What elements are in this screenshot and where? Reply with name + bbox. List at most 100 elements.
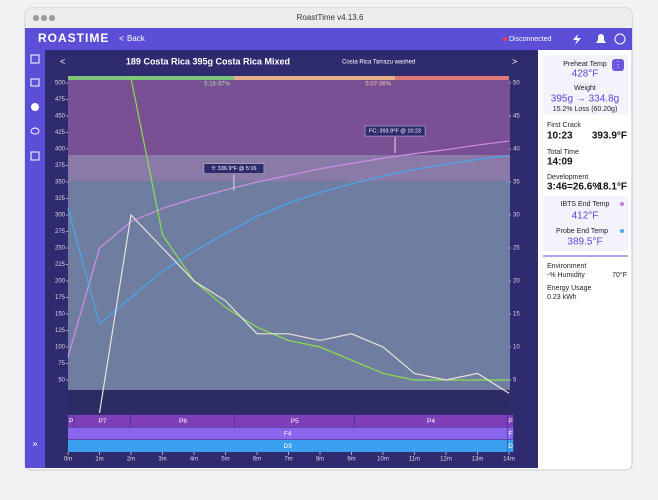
title-bar: [25, 8, 632, 28]
y-tick-label: 275: [55, 229, 66, 235]
y-tick-label: 350: [55, 180, 66, 186]
menu-button[interactable]: [612, 59, 624, 71]
y-tick-label: 325: [55, 196, 66, 202]
x-tick-label: 14m: [503, 457, 515, 463]
y-tick-label: 375: [55, 163, 66, 169]
energy-label: Energy Usage: [547, 285, 591, 292]
first-crack-temp: 393.9°F: [592, 131, 627, 142]
x-tick-label: 8m: [316, 457, 324, 463]
back-chevron[interactable]: <: [119, 33, 124, 43]
zoom-button[interactable]: [49, 15, 55, 21]
window-title: RoastTime v4.13.6: [297, 13, 364, 22]
y-tick-label: 250: [55, 246, 66, 252]
series-line: [98, 213, 510, 414]
y2-tick-label: 10: [513, 345, 520, 351]
close-button[interactable]: [33, 15, 39, 21]
nav-beans[interactable]: [30, 127, 40, 135]
y-tick-label: 200: [55, 279, 66, 285]
y-tick-label: 475: [55, 97, 66, 103]
power-icon[interactable]: [573, 34, 581, 45]
probe-dot: [620, 229, 624, 233]
next-roast[interactable]: >: [512, 56, 517, 66]
zone-mid: [68, 155, 510, 181]
first-crack-time: 10:23: [547, 131, 573, 142]
x-tick-label: 3m: [158, 457, 166, 463]
nav-roaster[interactable]: [30, 78, 40, 87]
profile-segment: [507, 415, 514, 427]
x-tick-label: 6m: [253, 457, 261, 463]
x-tick-label: 10m: [377, 457, 389, 463]
y-tick-label: 225: [55, 262, 66, 268]
zone-base: [68, 390, 510, 413]
weight-loss: 15.2% Loss (60.20g): [553, 106, 618, 113]
annotation-box: [364, 125, 426, 137]
probe-value: 389.5°F: [567, 237, 602, 248]
profile-label: P4: [427, 418, 435, 425]
y-tick-label: 300: [55, 213, 66, 219]
profile-segment: [131, 415, 235, 427]
zone-high: [68, 80, 510, 155]
x-tick-label: 12m: [440, 457, 452, 463]
nav-profiles[interactable]: [31, 103, 39, 111]
annotation: Y: 336.9°F @ 5:16: [211, 166, 256, 172]
x-tick-label: 5m: [221, 457, 229, 463]
y-tick-label: 425: [55, 130, 66, 136]
profile-label: P6: [179, 418, 187, 425]
profile-label: P5: [291, 418, 299, 425]
x-tick-label: 1m: [95, 457, 103, 463]
profile-segment: [74, 415, 131, 427]
status-dot: [503, 37, 507, 41]
prev-roast[interactable]: <: [60, 56, 65, 66]
stats-panel: [545, 50, 630, 468]
logo: ROASTIME: [38, 31, 109, 45]
preheat-card: [543, 55, 628, 115]
x-tick-label: 9m: [347, 457, 355, 463]
y-tick-label: 100: [55, 345, 66, 351]
menu-icon[interactable]: ⋮: [614, 60, 622, 69]
end-temps-card: [543, 196, 628, 251]
preheat-value: 428°F: [572, 69, 599, 80]
back-button[interactable]: Back: [127, 34, 146, 43]
profile-segment: [507, 440, 514, 452]
profile-label: D: [508, 443, 513, 450]
ibts-label: IBTS End Temp: [561, 201, 610, 208]
y2-tick-label: 30: [513, 213, 520, 219]
development-label: Development: [547, 174, 588, 181]
humidity: -% Humidity: [547, 272, 585, 279]
x-tick-label: 7m: [284, 457, 292, 463]
series-line: [67, 140, 510, 358]
zone-low: [68, 181, 510, 390]
environment-label: Environment: [547, 263, 586, 270]
phase-label: 5:07-36%: [365, 82, 391, 88]
development-delta: 18.1°F: [597, 182, 627, 193]
status: Disconnected: [509, 36, 552, 43]
profile-label: D9: [284, 443, 293, 450]
y-tick-label: 150: [55, 312, 66, 318]
minimize-button[interactable]: [41, 15, 47, 21]
total-time-label: Total Time: [547, 149, 579, 156]
series-line: [67, 155, 510, 325]
nav-calendar[interactable]: [30, 151, 40, 161]
profile-label: P: [508, 418, 512, 425]
notifications-icon[interactable]: [596, 34, 606, 43]
expand-sidebar[interactable]: »: [32, 438, 37, 448]
profile-segment: [68, 427, 507, 440]
annotation-box: [203, 163, 265, 174]
chart-subtitle: Costa Rica Tarrazu washed: [342, 60, 415, 66]
y2-tick-label: 45: [513, 114, 520, 120]
phase-maillard: [233, 76, 396, 80]
weight-value: 395g → 334.8g: [551, 94, 619, 105]
y-tick-label: 450: [55, 114, 66, 120]
y-tick-label: 50: [58, 378, 65, 384]
y2-tick-label: 50: [513, 81, 520, 87]
profile-segment: [68, 440, 507, 452]
account-icon[interactable]: [614, 33, 626, 45]
probe-label: Probe End Temp: [556, 228, 608, 235]
phase-label: 5:16-37%: [204, 82, 230, 88]
annotation: FC: 393.9°F @ 10:23: [369, 128, 421, 134]
x-tick-label: 13m: [472, 457, 484, 463]
y-tick-label: 175: [55, 295, 66, 301]
nav-dashboard[interactable]: [30, 54, 40, 64]
x-tick-label: 11m: [409, 457, 420, 463]
